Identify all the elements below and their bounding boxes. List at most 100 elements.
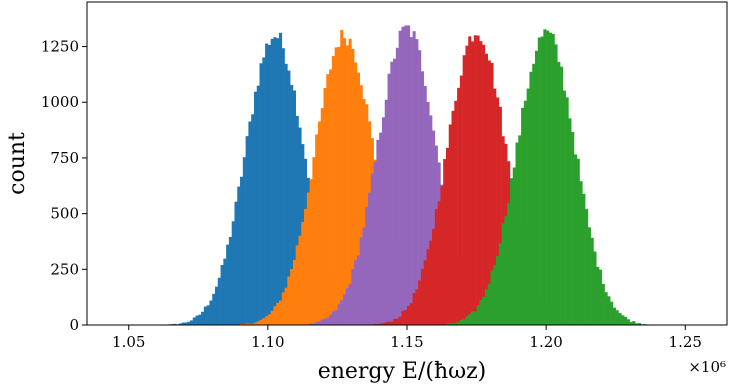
histogram-bar (448, 323, 452, 325)
histogram-bar (445, 147, 450, 325)
histogram-bar (624, 316, 628, 325)
x-tick-label: 1.05 (112, 333, 145, 351)
histogram-bar (345, 288, 349, 325)
y-axis-label: count (5, 132, 30, 195)
histogram-bar (279, 300, 283, 325)
histogram-bar (259, 319, 263, 325)
histogram-bar (615, 310, 619, 325)
y-tick-label: 750 (50, 149, 79, 167)
histogram-bar (515, 142, 519, 325)
histogram-bar (259, 63, 263, 326)
histogram-bar (618, 313, 622, 325)
histogram-bar (493, 265, 497, 325)
histogram-bar (340, 300, 344, 325)
histogram-bar (523, 100, 527, 325)
histogram-bar (423, 86, 427, 325)
histogram-bar (498, 243, 502, 325)
histogram-bar (189, 320, 194, 325)
histogram-bar (273, 37, 277, 326)
histogram-bar (201, 311, 205, 325)
histogram-bar (226, 244, 230, 325)
histogram-bar (612, 307, 616, 325)
histogram-bar (242, 157, 246, 325)
histogram-bar (192, 317, 196, 325)
histogram-bar (379, 132, 383, 325)
histogram-bar (407, 25, 411, 326)
histogram-bar (498, 106, 502, 325)
histogram-bar (290, 85, 294, 325)
histogram-bar (223, 258, 227, 325)
histogram-bar (395, 47, 399, 325)
histogram-bar (451, 110, 455, 325)
histogram-bar (173, 323, 177, 325)
histogram-bar (298, 235, 302, 325)
histogram-bar (292, 259, 296, 325)
histogram-bar (490, 62, 494, 326)
histogram-bar (454, 322, 458, 325)
histogram-bar (518, 135, 522, 325)
histogram-bar (490, 270, 494, 325)
histogram-bar (404, 25, 408, 325)
histogram-bar (351, 269, 355, 325)
histogram-bar (607, 296, 611, 325)
histogram-bar (215, 286, 219, 325)
histogram-bar (535, 50, 539, 325)
histogram-bar (320, 319, 324, 325)
histogram-bar (415, 289, 419, 325)
histogram-bar (418, 280, 422, 325)
histogram-bar (543, 29, 547, 326)
histogram-bar (587, 227, 591, 325)
histogram-bar (576, 158, 580, 325)
histogram-bar (557, 61, 561, 325)
histogram-bar (398, 316, 402, 325)
histogram-bar (568, 118, 572, 325)
histogram-bar (387, 73, 391, 325)
histogram-bar (312, 157, 316, 325)
histogram-bar (548, 32, 552, 326)
histogram-bar (487, 284, 491, 325)
histogram-bar (432, 130, 436, 325)
histogram-bar (610, 301, 614, 325)
histogram-bar (560, 66, 564, 326)
histogram-bar (315, 134, 319, 325)
histogram-bar (565, 97, 569, 325)
histogram-bar (393, 318, 397, 325)
histogram-bar (251, 323, 255, 325)
x-tick-label: 1.20 (529, 333, 562, 351)
histogram-bar (509, 178, 514, 325)
histogram-bar (265, 43, 269, 325)
histogram-bar (504, 216, 508, 325)
histogram-bar (599, 269, 603, 325)
histogram-bar (253, 322, 258, 325)
histogram-bar (437, 201, 441, 325)
histogram-bar (579, 181, 583, 325)
histogram-bar (343, 38, 347, 325)
histogram-bar (343, 294, 347, 325)
histogram-bar (290, 269, 294, 325)
histogram-bar (390, 61, 394, 325)
histogram-bar (287, 276, 291, 325)
histogram-bar (462, 319, 466, 325)
histogram-bar (265, 316, 269, 325)
histogram-bar (473, 311, 477, 325)
histogram-bar (337, 304, 341, 325)
histogram-bar (354, 62, 358, 326)
histogram-bar (198, 314, 202, 325)
histogram-bar (476, 305, 480, 325)
histogram-bar (287, 70, 291, 325)
histogram-bar (521, 107, 525, 325)
histogram-bar (420, 71, 424, 325)
histogram-bar (370, 173, 374, 325)
histogram-bar (635, 323, 639, 325)
histogram-bar (476, 35, 480, 325)
histogram-bar (479, 300, 483, 325)
y-axis-ticks: 0 250 500 750 1000 1250 (41, 38, 87, 334)
histogram-bar (270, 310, 274, 325)
histogram-bar (482, 296, 486, 325)
histogram-bar (376, 139, 380, 325)
histogram-bar (181, 322, 185, 325)
histogram-bar (496, 256, 500, 325)
histogram-bar (301, 221, 305, 325)
x-tick-label: 1.15 (390, 333, 423, 351)
histogram-bar (471, 41, 475, 326)
